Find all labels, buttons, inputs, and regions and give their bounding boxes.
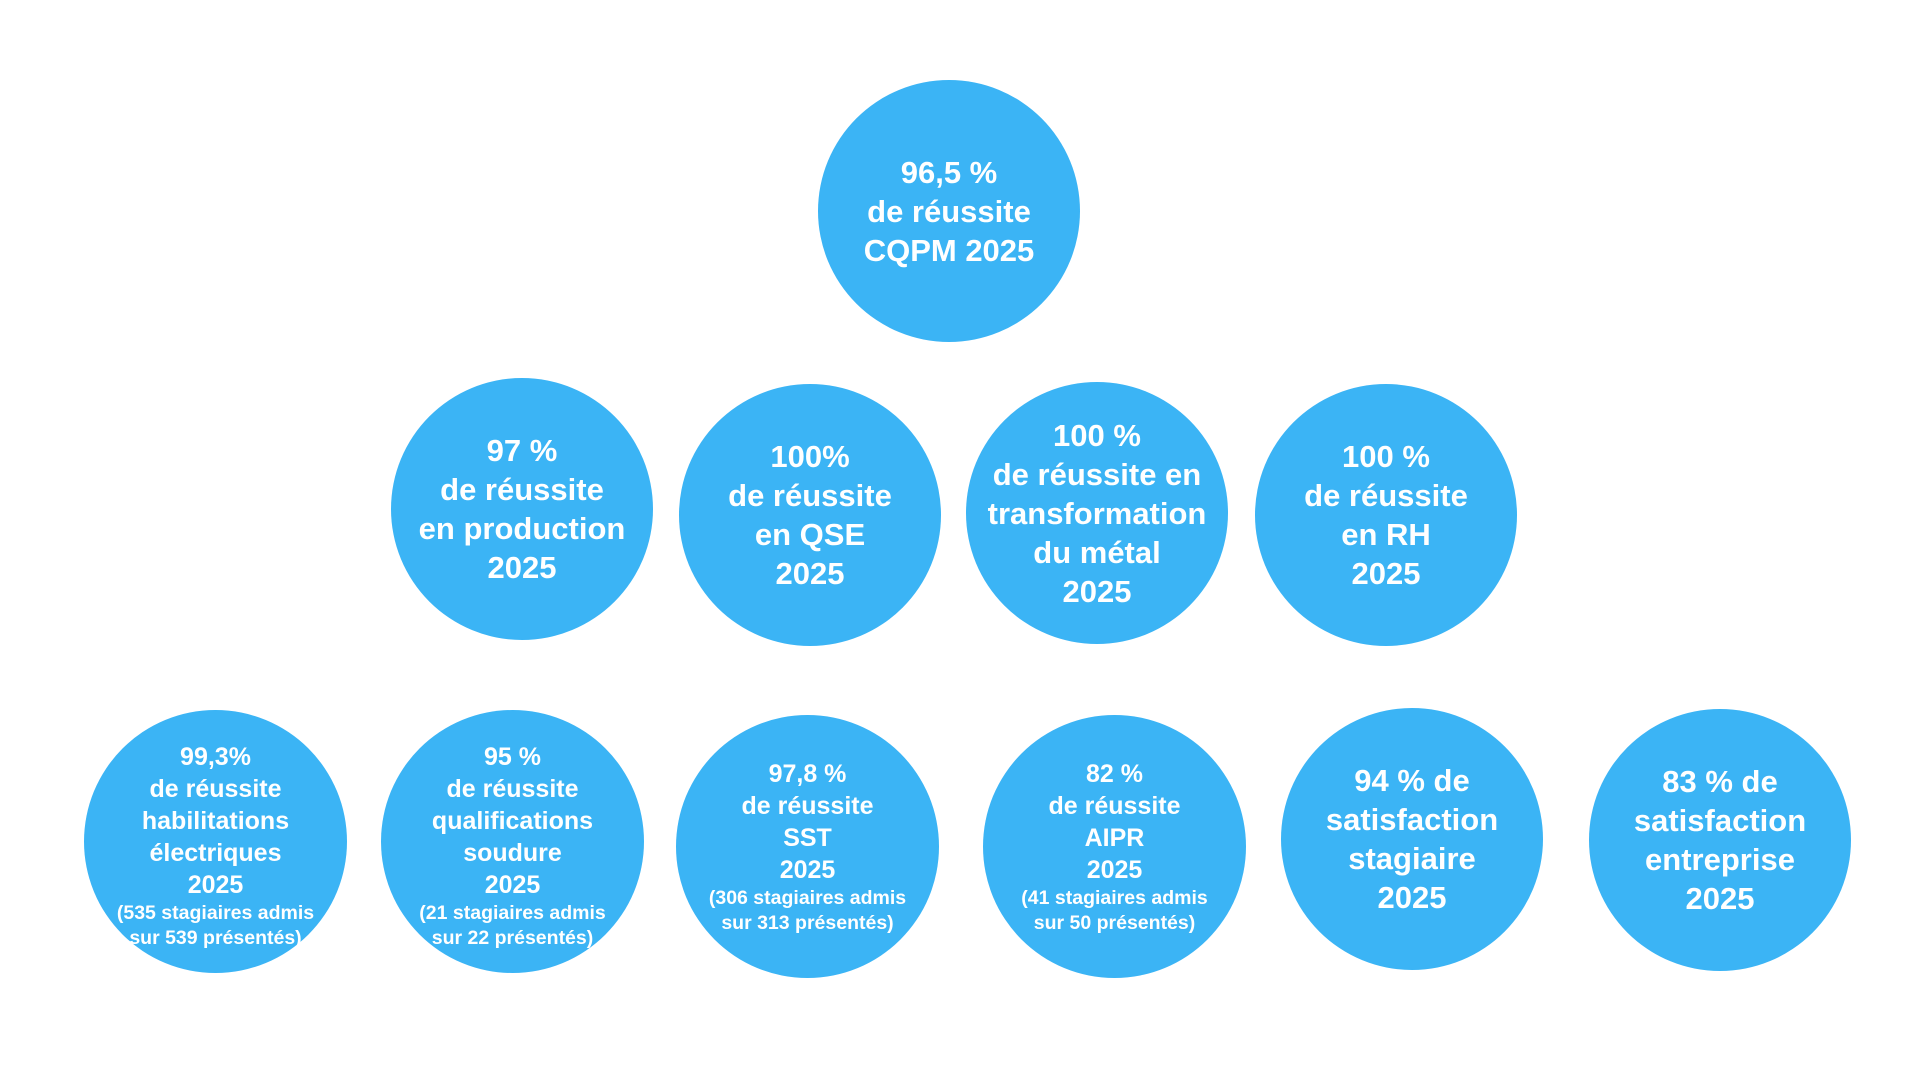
bubble-line: de réussite xyxy=(440,472,604,507)
bubble-line: de réussite xyxy=(741,791,874,820)
bubble-line: 97,8 % xyxy=(768,759,847,788)
bubble-line: en RH xyxy=(1341,517,1431,552)
bubble-line: 2025 xyxy=(484,870,541,899)
bubble-line: en production xyxy=(418,511,626,546)
bubble-note: sur 50 présentés) xyxy=(1033,911,1196,934)
bubble-note: sur 313 présentés) xyxy=(721,911,894,934)
bubble-note: (306 stagiaires admis xyxy=(708,886,907,909)
bubble-line: 2025 xyxy=(187,870,244,899)
bubble-line: 2025 xyxy=(1086,855,1143,884)
bubble-satisfaction-stagiaire: 94 % de satisfaction stagiaire 2025 xyxy=(1281,708,1543,970)
bubble-note: (41 stagiaires admis xyxy=(1021,886,1208,909)
bubble-habilitations: 99,3% de réussite habilitations électriq… xyxy=(84,710,347,973)
bubble-line: 95 % xyxy=(484,742,541,771)
bubble-line: soudure xyxy=(463,838,562,867)
bubble-soudure: 95 % de réussite qualifications soudure … xyxy=(381,710,644,973)
bubble-line: 2025 xyxy=(779,855,836,884)
bubble-line: transformation xyxy=(987,495,1207,531)
bubble-line: 2025 xyxy=(775,556,845,591)
bubble-note: (21 stagiaires admis xyxy=(419,901,606,924)
bubble-line: en QSE xyxy=(754,517,866,552)
bubble-satisfaction-entreprise: 83 % de satisfaction entreprise 2025 xyxy=(1589,709,1851,971)
bubble-line: 82 % xyxy=(1086,759,1143,788)
bubble-line: du métal xyxy=(1033,534,1161,570)
bubble-line: 83 % de xyxy=(1662,764,1778,799)
bubble-note: (535 stagiaires admis xyxy=(116,901,315,924)
bubble-production: 97 % de réussite en production 2025 xyxy=(391,378,653,640)
bubble-line: qualifications xyxy=(431,806,594,835)
bubble-line: 2025 xyxy=(1351,556,1421,591)
bubble-line: de réussite xyxy=(1304,478,1468,513)
bubble-line: électriques xyxy=(149,838,282,867)
bubble-line: SST xyxy=(783,823,832,852)
bubble-line: de réussite xyxy=(867,193,1031,229)
bubble-line: entreprise xyxy=(1645,842,1795,877)
bubble-line: CQPM 2025 xyxy=(863,232,1035,268)
bubble-line: de réussite xyxy=(149,774,282,803)
bubble-line: stagiaire xyxy=(1348,841,1476,876)
bubble-qse: 100% de réussite en QSE 2025 xyxy=(679,384,941,646)
bubble-line: 96,5 % xyxy=(900,154,998,190)
bubble-line: AIPR xyxy=(1084,823,1145,852)
bubble-note: sur 539 présentés) xyxy=(129,926,302,949)
bubble-metal: 100 % de réussite en transformation du m… xyxy=(966,382,1228,644)
bubble-line: de réussite xyxy=(1048,791,1181,820)
bubble-line: de réussite xyxy=(728,478,892,513)
bubble-line: 100 % xyxy=(1053,417,1141,453)
bubble-aipr: 82 % de réussite AIPR 2025 (41 stagiaire… xyxy=(983,715,1246,978)
bubble-line: 97 % xyxy=(486,433,558,468)
bubble-line: habilitations xyxy=(141,806,290,835)
bubble-line: de réussite xyxy=(446,774,579,803)
bubble-line: 100 % xyxy=(1342,439,1430,474)
bubble-note: sur 22 présentés) xyxy=(431,926,594,949)
bubble-line: de réussite en xyxy=(992,456,1202,492)
bubble-sst: 97,8 % de réussite SST 2025 (306 stagiai… xyxy=(676,715,939,978)
bubble-line: 2025 xyxy=(1685,881,1755,916)
bubble-line: 2025 xyxy=(487,550,557,585)
bubble-line: satisfaction xyxy=(1633,803,1807,838)
bubble-line: 2025 xyxy=(1062,573,1132,609)
bubble-cqpm: 96,5 % de réussite CQPM 2025 xyxy=(818,80,1080,342)
bubble-rh: 100 % de réussite en RH 2025 xyxy=(1255,384,1517,646)
bubble-line: 99,3% xyxy=(180,742,251,771)
bubble-line: 100% xyxy=(770,439,850,474)
bubble-line: 2025 xyxy=(1377,880,1447,915)
bubble-line: satisfaction xyxy=(1325,802,1499,837)
bubble-line: 94 % de xyxy=(1354,763,1470,798)
